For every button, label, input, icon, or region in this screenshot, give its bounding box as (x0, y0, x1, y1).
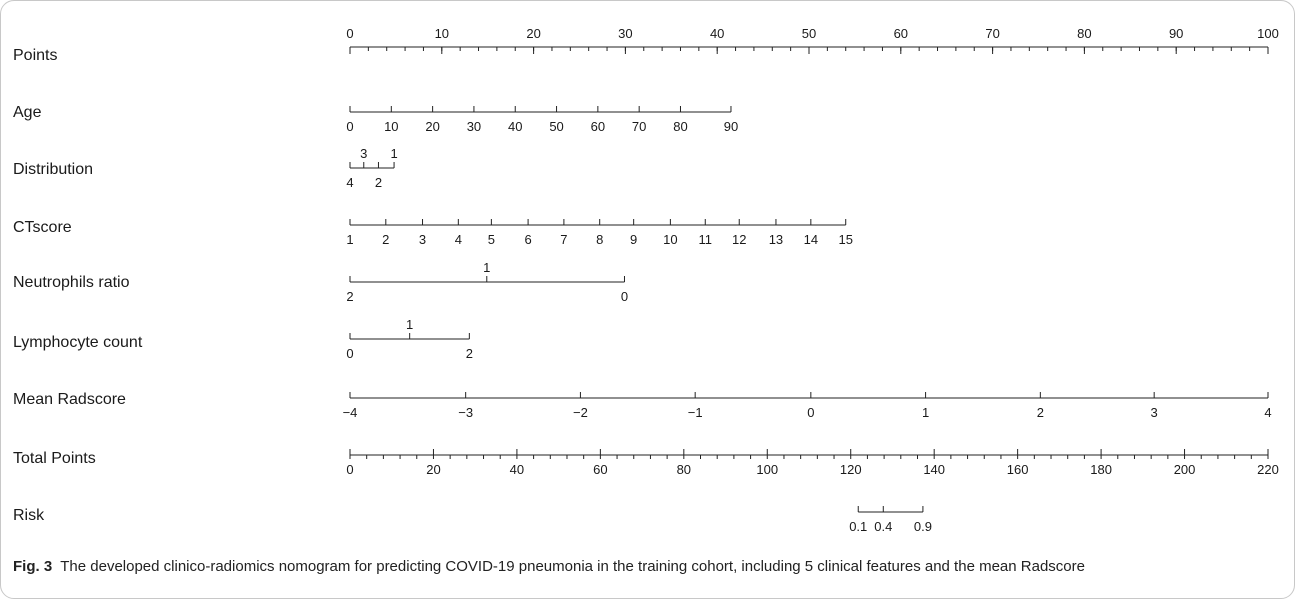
distribution-tick-label: 4 (346, 175, 353, 190)
total-points-tick-label: 120 (840, 462, 862, 477)
total-points-tick-label: 180 (1090, 462, 1112, 477)
ctscore-tick-label: 9 (630, 232, 637, 247)
lymphocyte-count-tick-label: 0 (346, 346, 353, 361)
age-tick-label: 20 (425, 119, 439, 134)
distribution-tick-label: 2 (375, 175, 382, 190)
age-row-label: Age (13, 104, 42, 121)
mean-radscore-row-label: Mean Radscore (13, 391, 126, 408)
age-tick-label: 40 (508, 119, 522, 134)
points-row-label: Points (13, 47, 57, 64)
ctscore-tick-label: 2 (382, 232, 389, 247)
ctscore-tick-label: 4 (455, 232, 462, 247)
ctscore-tick-label: 14 (804, 232, 818, 247)
age-tick-label: 10 (384, 119, 398, 134)
points-tick-label: 50 (802, 26, 816, 41)
risk-tick-label: 0.4 (874, 519, 892, 534)
distribution-tick-label: 1 (390, 146, 397, 161)
ctscore-tick-label: 11 (699, 232, 713, 247)
age-tick-label: 0 (346, 119, 353, 134)
ctscore-tick-label: 13 (769, 232, 783, 247)
total-points-tick-label: 160 (1007, 462, 1029, 477)
age-tick-label: 60 (591, 119, 605, 134)
points-tick-label: 90 (1169, 26, 1183, 41)
caption-body: The developed clinico-radiomics nomogram… (60, 558, 1085, 575)
caption-figure-number: Fig. 3 (13, 558, 53, 575)
ctscore-tick-label: 6 (524, 232, 531, 247)
distribution-row-label: Distribution (13, 161, 93, 178)
total-points-tick-label: 40 (510, 462, 524, 477)
risk-tick-label: 0.9 (914, 519, 932, 534)
age-tick-label: 90 (724, 119, 738, 134)
distribution-tick-label: 3 (360, 146, 367, 161)
neutrophils-ratio-row-label: Neutrophils ratio (13, 274, 130, 291)
risk-row-label: Risk (13, 507, 45, 524)
ctscore-tick-label: 8 (596, 232, 603, 247)
figure-caption: Fig. 3 The developed clinico-radiomics n… (13, 557, 1283, 577)
points-tick-label: 0 (346, 26, 353, 41)
mean-radscore-tick-label: −3 (458, 405, 473, 420)
mean-radscore-tick-label: −4 (343, 405, 358, 420)
ctscore-tick-label: 12 (732, 232, 746, 247)
mean-radscore-tick-label: −1 (688, 405, 703, 420)
ctscore-tick-label: 15 (838, 232, 852, 247)
total-points-row-label: Total Points (13, 450, 96, 467)
ctscore-tick-label: 10 (663, 232, 677, 247)
age-tick-label: 80 (673, 119, 687, 134)
lymphocyte-count-tick-label: 1 (406, 317, 413, 332)
mean-radscore-tick-label: 2 (1037, 405, 1044, 420)
lymphocyte-count-tick-label: 2 (466, 346, 473, 361)
mean-radscore-tick-label: −2 (573, 405, 588, 420)
points-tick-label: 10 (435, 26, 449, 41)
neutrophils-ratio-tick-label: 1 (483, 260, 490, 275)
neutrophils-ratio-tick-label: 2 (346, 289, 353, 304)
total-points-tick-label: 20 (426, 462, 440, 477)
points-tick-label: 70 (985, 26, 999, 41)
ctscore-row-label: CTscore (13, 219, 72, 236)
neutrophils-ratio-tick-label: 0 (621, 289, 628, 304)
age-tick-label: 30 (467, 119, 481, 134)
points-tick-label: 30 (618, 26, 632, 41)
total-points-tick-label: 200 (1174, 462, 1196, 477)
points-tick-label: 100 (1257, 26, 1279, 41)
total-points-tick-label: 80 (677, 462, 691, 477)
total-points-tick-label: 60 (593, 462, 607, 477)
mean-radscore-tick-label: 3 (1151, 405, 1158, 420)
age-tick-label: 50 (549, 119, 563, 134)
ctscore-tick-label: 1 (346, 232, 353, 247)
ctscore-tick-label: 5 (488, 232, 495, 247)
risk-tick-label: 0.1 (849, 519, 867, 534)
points-tick-label: 80 (1077, 26, 1091, 41)
points-tick-label: 40 (710, 26, 724, 41)
total-points-tick-label: 220 (1257, 462, 1279, 477)
ctscore-tick-label: 3 (419, 232, 426, 247)
ctscore-tick-label: 7 (560, 232, 567, 247)
points-tick-label: 20 (526, 26, 540, 41)
age-tick-label: 70 (632, 119, 646, 134)
total-points-tick-label: 140 (923, 462, 945, 477)
mean-radscore-tick-label: 1 (922, 405, 929, 420)
mean-radscore-tick-label: 4 (1264, 405, 1271, 420)
lymphocyte-count-row-label: Lymphocyte count (13, 334, 143, 351)
total-points-tick-label: 0 (346, 462, 353, 477)
points-tick-label: 60 (894, 26, 908, 41)
mean-radscore-tick-label: 0 (807, 405, 814, 420)
total-points-tick-label: 100 (756, 462, 778, 477)
